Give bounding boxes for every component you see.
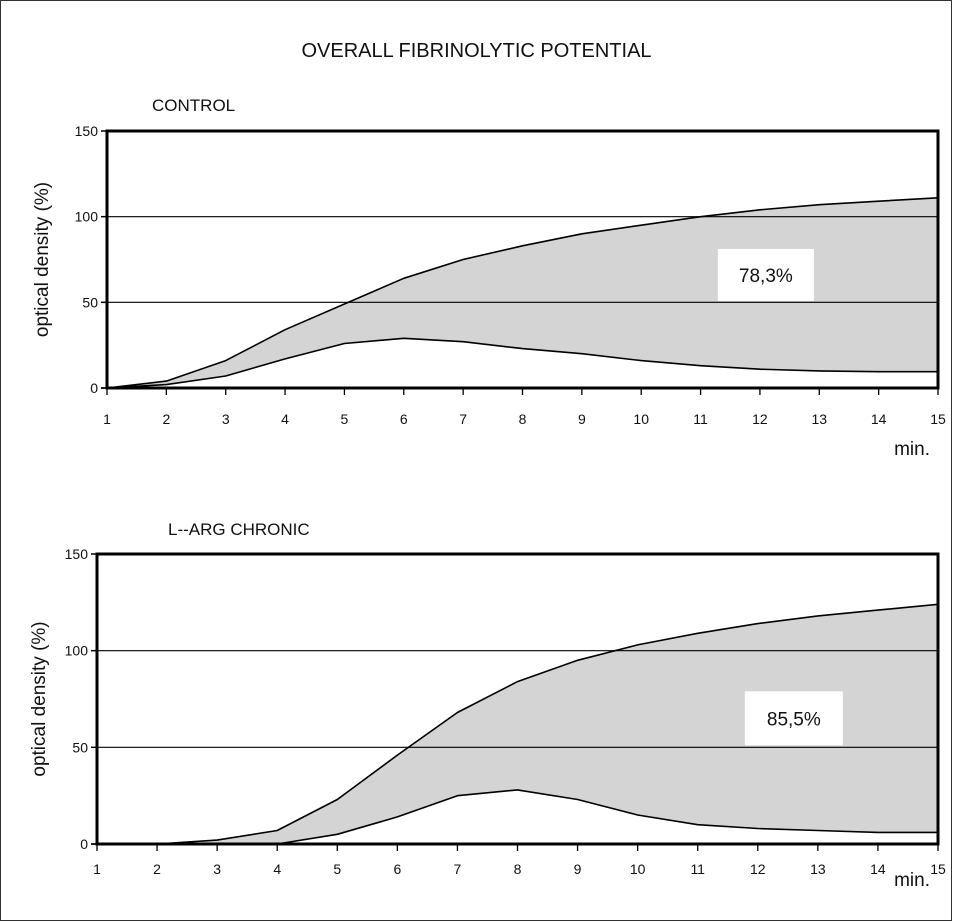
annotation-box (744, 691, 843, 746)
x-tick-label: 13 (810, 861, 826, 877)
x-tick-label: 1 (103, 411, 111, 427)
figure-title: OVERALL FIBRINOLYTIC POTENTIAL (301, 40, 652, 62)
x-tick-label: 15 (930, 411, 946, 427)
x-tick-label: 10 (630, 861, 646, 877)
x-tick-label: 13 (811, 411, 827, 427)
x-tick-label: 6 (400, 411, 408, 427)
fill-area (97, 604, 938, 844)
x-tick-label: 3 (213, 861, 221, 877)
x-tick-label: 14 (871, 411, 887, 427)
y-tick-label: 0 (90, 380, 98, 396)
upper-curve (106, 197, 939, 389)
x-tick-label: 10 (633, 411, 649, 427)
upper-curve (97, 603, 939, 845)
y-tick-label: 100 (75, 209, 99, 225)
x-tick-label: 4 (281, 411, 289, 427)
x-tick-label: 9 (578, 411, 586, 427)
x-tick-label: 12 (750, 861, 766, 877)
annotation-label: 78,3% (739, 266, 793, 287)
y-tick-label: 50 (72, 739, 88, 755)
x-axis-label: min. (894, 439, 930, 460)
y-tick-label: 150 (75, 123, 99, 139)
x-tick-label: 2 (162, 411, 170, 427)
x-tick-label: 5 (341, 411, 349, 427)
y-tick-label: 150 (65, 546, 89, 562)
y-tick-label: 0 (80, 836, 88, 852)
x-tick-label: 11 (690, 861, 705, 877)
y-tick-label: 50 (82, 294, 98, 310)
x-axis-label: min. (894, 870, 930, 891)
x-tick-label: 4 (273, 861, 281, 877)
x-tick-label: 14 (870, 861, 886, 877)
x-tick-label: 2 (153, 861, 161, 877)
x-tick-label: 15 (930, 861, 946, 877)
annotation-box (717, 248, 814, 301)
panel-title-control: CONTROL (152, 96, 236, 115)
y-axis-label: optical density (%) (32, 182, 53, 337)
y-axis-label: optical density (%) (29, 621, 50, 776)
x-tick-label: 12 (752, 411, 768, 427)
y-tick-label: 100 (65, 643, 89, 659)
x-tick-label: 1 (93, 861, 101, 877)
x-tick-label: 7 (454, 861, 462, 877)
panel-title-larg-chronic: L--ARG CHRONIC (168, 520, 310, 539)
x-tick-label: 11 (693, 411, 708, 427)
x-tick-label: 3 (222, 411, 230, 427)
annotation-label: 85,5% (767, 709, 821, 730)
x-tick-label: 8 (514, 861, 522, 877)
fill-area (107, 197, 938, 388)
x-tick-label: 9 (574, 861, 582, 877)
lower-curve (106, 337, 938, 389)
x-tick-label: 5 (333, 861, 341, 877)
x-tick-label: 8 (519, 411, 527, 427)
x-tick-label: 6 (393, 861, 401, 877)
x-tick-label: 7 (459, 411, 467, 427)
